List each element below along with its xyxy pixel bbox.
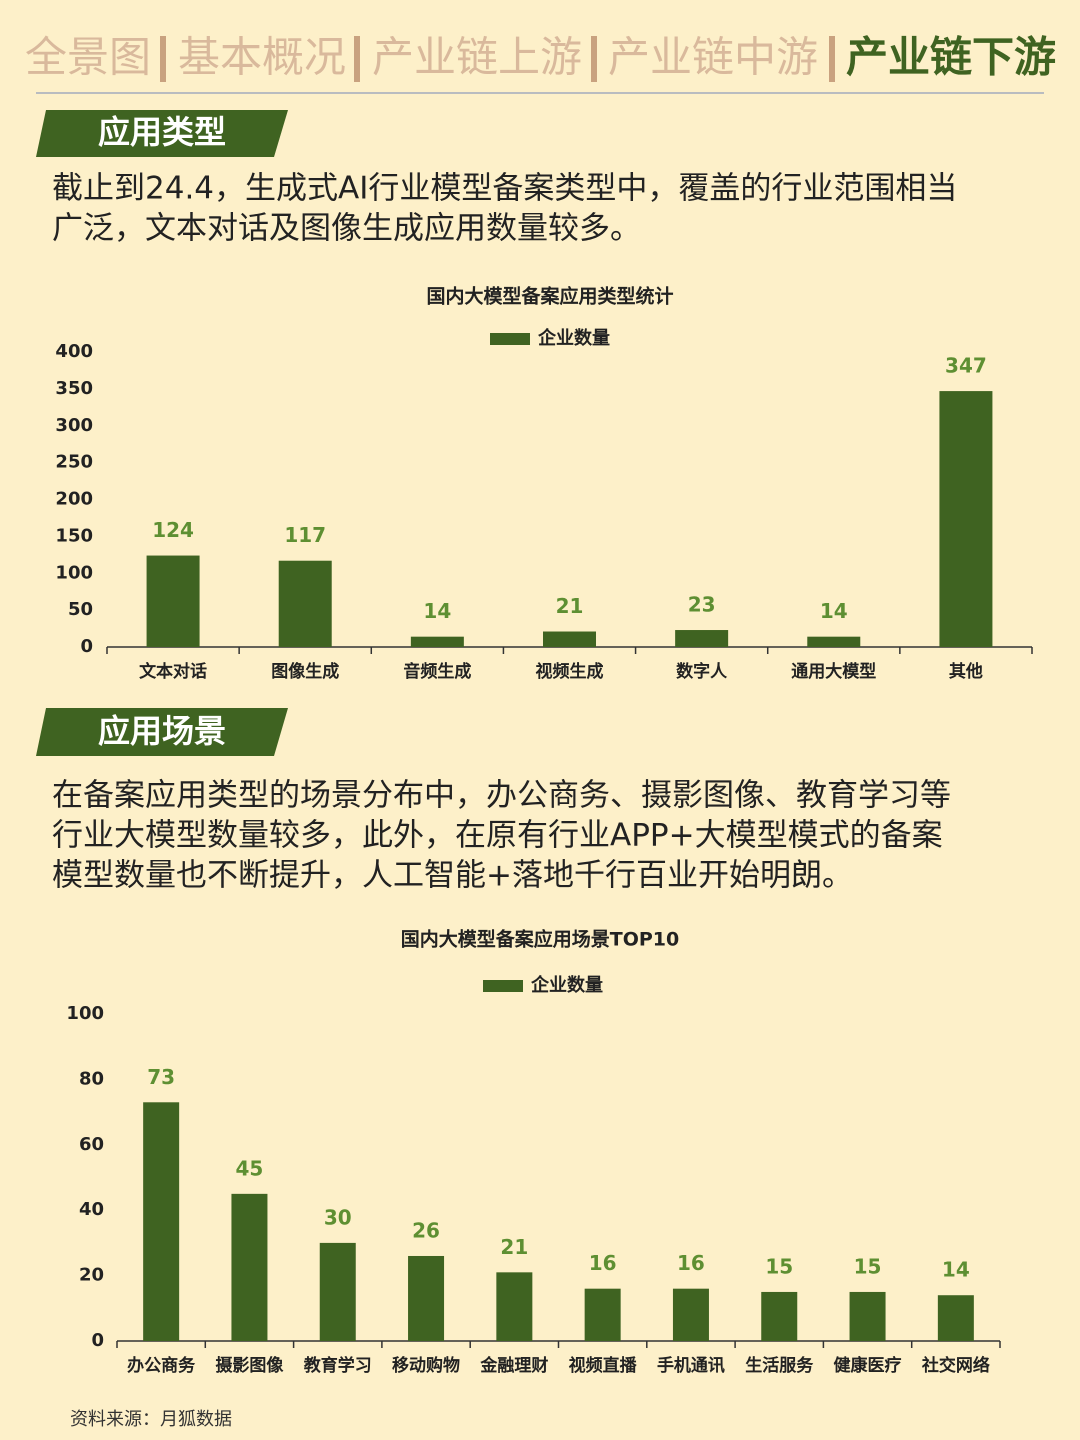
x-tick-label: 数字人 [676,661,728,682]
y-tick-label: 50 [68,599,93,620]
y-tick-label: 200 [55,489,93,510]
x-tick-label: 健康医疗 [834,1355,902,1376]
nav-tab: 产业链下游 [846,33,1056,82]
bar [937,1295,974,1341]
y-tick-label: 400 [55,341,93,362]
x-tick-label: 金融理财 [479,1355,548,1376]
data-label: 14 [820,599,848,623]
bar [319,1242,356,1341]
x-tick-label: 文本对话 [139,661,207,682]
tab-separator [354,36,360,82]
paragraph-line: 模型数量也不断提升，人工智能+落地千行百业开始明朗。 [52,858,853,894]
nav-tab: 产业链中游 [608,33,818,82]
data-label: 14 [423,599,451,623]
bar [939,391,993,647]
chart-title: 国内大模型备案应用类型统计 [426,285,673,308]
bar [146,555,200,647]
data-label: 15 [854,1254,882,1278]
x-tick-label: 其他 [949,661,983,682]
data-label: 23 [688,593,716,617]
bar [143,1102,180,1341]
data-label: 30 [324,1205,352,1229]
x-tick-label: 视频直播 [569,1355,638,1376]
x-tick-label: 音频生成 [403,661,471,682]
bar [584,1288,621,1341]
bar [496,1272,533,1341]
y-tick-label: 0 [80,636,93,657]
bar [807,636,861,647]
section-banner [36,110,288,157]
y-tick-label: 100 [66,1003,104,1024]
y-tick-label: 20 [79,1265,104,1286]
data-label: 14 [942,1258,970,1282]
nav-tab: 产业链上游 [372,33,582,82]
x-tick-label: 视频生成 [536,661,604,682]
bar [410,636,464,647]
x-tick-label: 生活服务 [745,1355,814,1376]
tab-separator [829,36,835,82]
y-tick-label: 40 [79,1199,104,1220]
section-title: 应用场景 [98,712,226,750]
bar [849,1291,886,1341]
data-label: 16 [589,1251,617,1275]
x-tick-label: 教育学习 [303,1355,372,1376]
data-label: 15 [765,1254,793,1278]
x-tick-label: 社交网络 [921,1355,990,1376]
tab-separator [591,36,597,82]
y-tick-label: 350 [55,378,93,399]
data-label: 45 [236,1156,264,1180]
y-tick-label: 100 [55,562,93,583]
data-label: 21 [500,1235,528,1259]
tab-separator [160,36,166,82]
y-tick-label: 80 [79,1068,104,1089]
data-label: 347 [945,354,987,378]
data-label: 26 [412,1218,440,1242]
paragraph-line: 在备案应用类型的场景分布中，办公商务、摄影图像、教育学习等 [52,778,951,814]
x-tick-label: 摄影图像 [215,1355,284,1376]
data-label: 21 [556,594,584,618]
bar [675,630,729,647]
bar [672,1288,709,1341]
chart-title: 国内大模型备案应用场景TOP10 [401,928,679,951]
legend-label: 企业数量 [537,327,610,349]
x-tick-label: 办公商务 [127,1355,196,1376]
legend-swatch [483,980,523,992]
bar [543,631,596,647]
bar [761,1291,798,1341]
source-note: 资料来源：月狐数据 [70,1409,232,1430]
x-tick-label: 通用大模型 [791,661,876,682]
x-tick-label: 图像生成 [271,661,339,682]
bar [231,1193,268,1341]
x-tick-label: 移动购物 [392,1355,460,1376]
section-banner [36,708,288,756]
legend-label: 企业数量 [530,974,603,996]
y-tick-label: 0 [91,1330,104,1351]
paragraph-line: 行业大模型数量较多，此外，在原有行业APP+大模型模式的备案 [52,818,943,854]
x-tick-label: 手机通讯 [657,1355,725,1376]
bar [278,560,332,647]
data-label: 73 [147,1065,175,1089]
section-title: 应用类型 [98,113,226,151]
y-tick-label: 300 [55,415,93,436]
paragraph-line: 截止到24.4，生成式AI行业模型备案类型中，覆盖的行业范围相当 [52,171,957,207]
nav-tab: 全景图 [25,33,151,82]
data-label: 117 [284,523,326,547]
legend-swatch [490,333,530,345]
y-tick-label: 250 [55,452,93,473]
paragraph-line: 广泛，文本对话及图像生成应用数量较多。 [52,211,641,247]
separators [160,36,835,82]
y-tick-label: 150 [55,525,93,546]
data-label: 124 [152,518,194,542]
data-label: 16 [677,1251,705,1275]
y-tick-label: 60 [79,1134,104,1155]
bar [408,1255,445,1341]
nav-tab: 基本概况 [178,33,346,82]
